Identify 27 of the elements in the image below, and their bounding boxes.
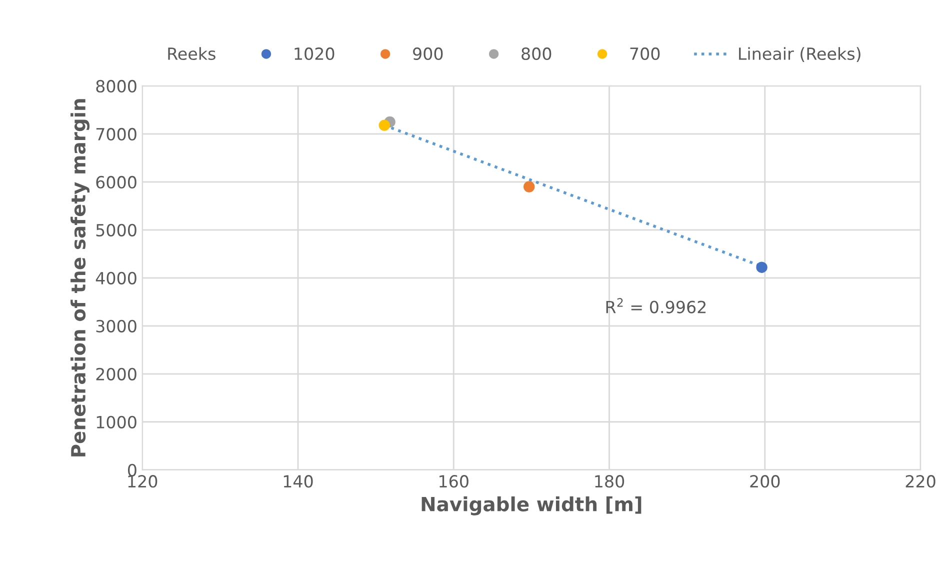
y-tick-label: 0 (128, 464, 136, 476)
y-tick-label: 8000 (96, 80, 136, 93)
annotation: R$^{2}$ = 0.9962 (606, 298, 706, 314)
x-tick-label: 160 (440, 475, 468, 488)
x-tick-label: 140 (284, 475, 313, 488)
y-tick-label: 5000 (96, 224, 136, 236)
x-tick-label: 200 (750, 475, 780, 488)
y-tick-label: 6000 (96, 176, 136, 188)
legend-label: 900 (413, 47, 443, 60)
point (756, 262, 768, 273)
legend-label: 1020 (294, 47, 334, 60)
x-tick-label: 180 (595, 475, 624, 488)
legend-label: 700 (630, 47, 660, 60)
x-tick-label: 120 (128, 475, 158, 488)
x-tick-label: 220 (906, 475, 936, 488)
point (378, 120, 390, 131)
y-axis-title: Penetration of the safety margin (70, 99, 90, 456)
y-tick-label: 1000 (96, 416, 136, 428)
y-tick-label: 2000 (96, 368, 136, 380)
legend-label: Lineair (Reeks) (739, 47, 860, 62)
point (524, 181, 535, 192)
y-tick-label: 7000 (96, 128, 136, 141)
legend-label: 800 (522, 47, 552, 60)
x-axis-title: Navigable width [m] (422, 496, 642, 516)
y-tick-label: 3000 (96, 320, 136, 332)
legend-title: Reeks (168, 47, 216, 60)
y-tick-label: 4000 (96, 272, 136, 284)
